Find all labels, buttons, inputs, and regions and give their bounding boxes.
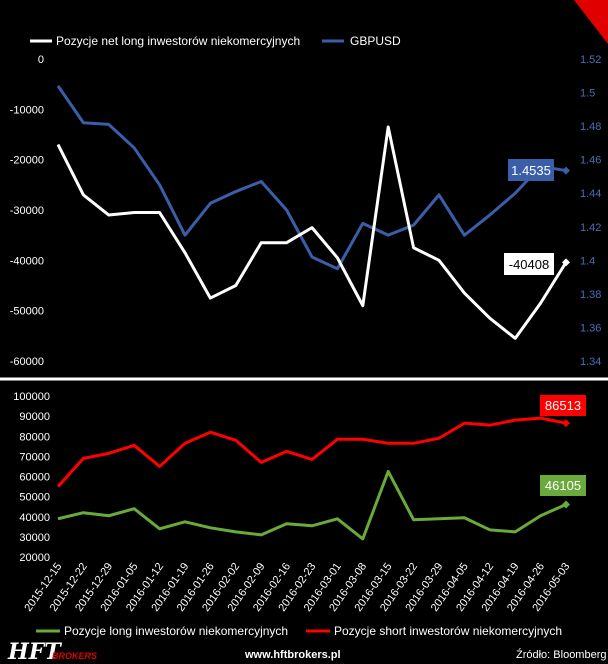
legend-label-long: Pozycje long inwestorów niekomercyjnych	[64, 624, 288, 638]
long-end-marker	[562, 500, 570, 509]
top-legend: Pozycje net long inwestorów niekomercyjn…	[30, 34, 401, 48]
legend-label-short: Pozycje short inwestorów niekomercyjnych	[334, 624, 562, 638]
series-line-gbpusd	[56, 84, 567, 271]
chart-title: Kurs GBPUSD a pozycje net long na GBP fu…	[30, 7, 505, 29]
footer-source: Źródło: Bloomberg	[516, 648, 607, 661]
y-tick-label: 80000	[19, 431, 50, 443]
legend-label-gbpusd: GBPUSD	[350, 34, 401, 48]
y-right-tick-label: 1.38	[580, 289, 601, 301]
y-right-tick-label: 1.34	[580, 356, 601, 368]
long-value-box	[540, 475, 586, 496]
y-left-tick-label: -40000	[10, 255, 44, 267]
series-line-short	[56, 416, 567, 488]
short-value-label: 86513	[545, 398, 581, 413]
bottom-legend: Pozycje long inwestorów niekomercyjnych …	[36, 624, 562, 638]
logo-text: HFT	[7, 639, 62, 664]
bottom-chart-plot: 100000 90000 80000 70000 60000 50000 40000 3000…	[13, 391, 586, 614]
y-right-tick-label: 1.46	[580, 155, 601, 167]
y-left-tick-label: -60000	[10, 356, 44, 368]
net-long-value-label: -40408	[509, 257, 549, 272]
short-end-marker	[562, 419, 570, 428]
y-left-tick-label: -10000	[10, 104, 44, 116]
corner-decoration	[574, 0, 608, 44]
y-tick-label: 90000	[19, 411, 50, 423]
series-line-net-long	[56, 125, 568, 340]
short-value-box	[540, 395, 586, 416]
gbpusd-value-box	[508, 159, 554, 181]
net-long-end-marker	[562, 258, 570, 267]
y-left-tick-label: 0	[38, 54, 44, 66]
logo-subtext: BROKERS	[52, 651, 97, 661]
top-chart-plot: 0 -10000 -20000 -30000 -40000 -50000 -60000 1.5…	[10, 54, 602, 368]
gbpusd-value-label: 1.4535	[511, 163, 551, 178]
y-right-tick-label: 1.52	[580, 54, 601, 66]
y-tick-label: 40000	[19, 512, 50, 524]
y-tick-label: 70000	[19, 451, 50, 463]
y-left-tick-label: -50000	[10, 306, 44, 318]
y-left-tick-label: -20000	[10, 155, 44, 167]
y-right-tick-label: 1.5	[580, 88, 595, 100]
y-right-tick-label: 1.4	[580, 255, 595, 267]
gbpusd-end-marker	[562, 166, 570, 175]
y-right-tick-label: 1.42	[580, 222, 601, 234]
y-tick-label: 20000	[19, 552, 50, 564]
y-tick-label: 60000	[19, 472, 50, 484]
footer-website: www.hftbrokers.pl	[244, 649, 341, 661]
legend-label-net-long: Pozycje net long inwestorów niekomercyjn…	[56, 34, 300, 48]
y-right-tick-label: 1.44	[580, 188, 601, 200]
y-tick-label: 50000	[19, 492, 50, 504]
y-tick-label: 100000	[13, 391, 50, 403]
series-line-long	[57, 469, 567, 541]
y-left-tick-label: -30000	[10, 205, 44, 217]
y-tick-label: 30000	[19, 532, 50, 544]
long-value-label: 46105	[545, 478, 581, 493]
y-right-tick-label: 1.36	[580, 322, 601, 334]
logo: HFT BROKERS	[7, 639, 97, 664]
y-right-tick-label: 1.48	[580, 121, 601, 133]
net-long-value-box	[504, 253, 554, 275]
